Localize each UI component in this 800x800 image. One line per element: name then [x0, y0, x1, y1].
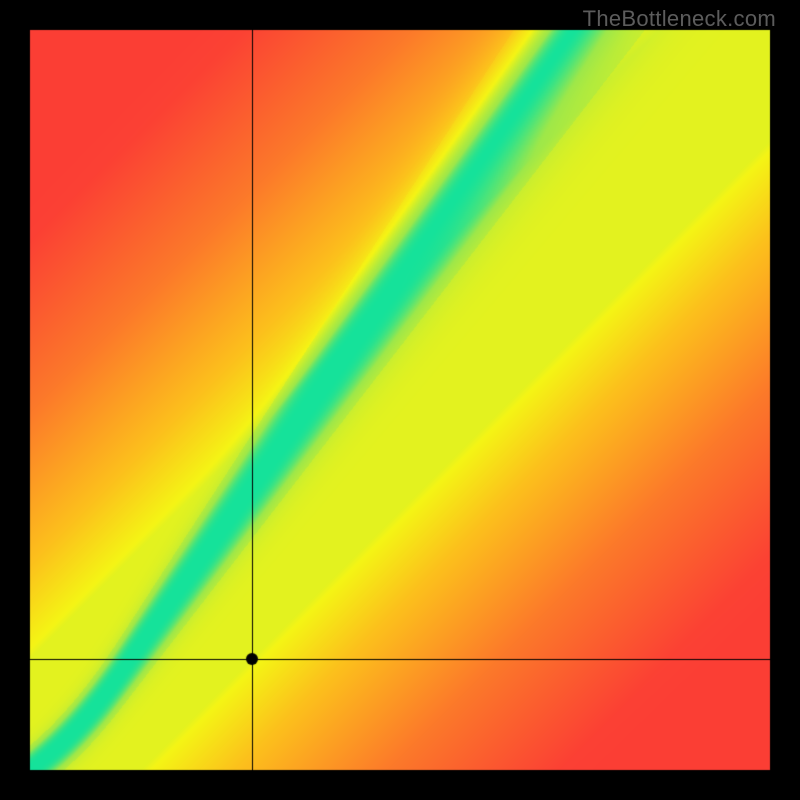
watermark-label: TheBottleneck.com [583, 6, 776, 32]
chart-container: TheBottleneck.com [0, 0, 800, 800]
bottleneck-heatmap [0, 0, 800, 800]
